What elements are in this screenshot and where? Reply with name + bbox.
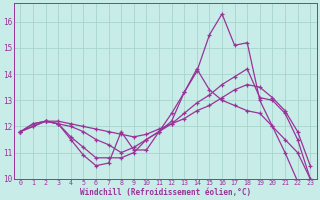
X-axis label: Windchill (Refroidissement éolien,°C): Windchill (Refroidissement éolien,°C) bbox=[80, 188, 251, 197]
